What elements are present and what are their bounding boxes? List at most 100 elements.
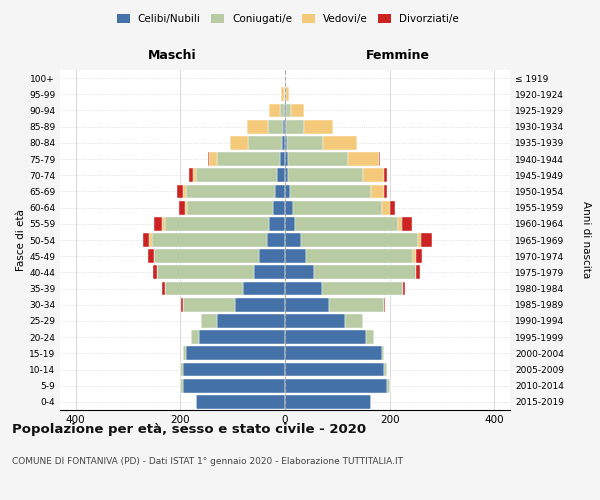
Bar	[181, 298, 183, 312]
Bar	[164, 282, 243, 296]
Bar	[283, 120, 285, 134]
Bar	[314, 266, 416, 280]
Bar	[181, 362, 183, 376]
Bar	[285, 314, 345, 328]
Bar	[416, 266, 420, 280]
Bar	[304, 120, 333, 134]
Bar	[187, 200, 274, 214]
Bar	[217, 152, 280, 166]
Bar	[285, 88, 286, 101]
Bar	[290, 184, 371, 198]
Bar	[285, 104, 286, 118]
Bar	[401, 217, 412, 230]
Bar	[183, 362, 285, 376]
Bar	[176, 184, 183, 198]
Bar	[285, 184, 290, 198]
Bar	[154, 250, 259, 263]
Bar	[285, 200, 293, 214]
Bar	[268, 120, 283, 134]
Bar	[379, 152, 380, 166]
Bar	[323, 136, 357, 149]
Bar	[281, 88, 284, 101]
Y-axis label: Fasce di età: Fasce di età	[16, 209, 26, 271]
Y-axis label: Anni di nascita: Anni di nascita	[581, 202, 591, 278]
Bar	[287, 168, 364, 182]
Bar	[285, 152, 287, 166]
Bar	[285, 395, 371, 409]
Bar	[285, 362, 385, 376]
Bar	[385, 362, 387, 376]
Bar	[382, 346, 385, 360]
Bar	[287, 152, 348, 166]
Bar	[183, 379, 285, 392]
Bar	[285, 266, 314, 280]
Bar	[266, 233, 285, 247]
Bar	[283, 136, 285, 149]
Bar	[322, 282, 403, 296]
Bar	[385, 184, 387, 198]
Bar	[277, 168, 285, 182]
Bar	[416, 250, 422, 263]
Bar	[275, 184, 285, 198]
Bar	[285, 346, 382, 360]
Bar	[285, 298, 329, 312]
Bar	[183, 184, 185, 198]
Bar	[183, 298, 235, 312]
Bar	[191, 330, 199, 344]
Bar	[199, 330, 285, 344]
Bar	[157, 266, 254, 280]
Bar	[284, 88, 285, 101]
Bar	[418, 233, 421, 247]
Bar	[371, 184, 385, 198]
Bar	[295, 217, 398, 230]
Bar	[285, 233, 301, 247]
Bar	[196, 168, 277, 182]
Bar	[403, 282, 406, 296]
Bar	[385, 168, 387, 182]
Bar	[201, 314, 217, 328]
Bar	[162, 217, 164, 230]
Bar	[269, 104, 280, 118]
Bar	[398, 217, 401, 230]
Bar	[189, 168, 193, 182]
Bar	[285, 168, 287, 182]
Bar	[152, 233, 266, 247]
Bar	[143, 233, 149, 247]
Bar	[235, 298, 285, 312]
Bar	[301, 233, 418, 247]
Bar	[285, 120, 286, 134]
Bar	[286, 120, 304, 134]
Bar	[387, 379, 389, 392]
Bar	[287, 136, 323, 149]
Bar	[306, 250, 413, 263]
Bar	[185, 184, 275, 198]
Legend: Celibi/Nubili, Coniugati/e, Vedovi/e, Divorziati/e: Celibi/Nubili, Coniugati/e, Vedovi/e, Di…	[113, 10, 463, 29]
Bar	[149, 233, 152, 247]
Bar	[179, 200, 185, 214]
Bar	[148, 250, 154, 263]
Bar	[193, 168, 196, 182]
Bar	[285, 136, 287, 149]
Bar	[285, 250, 306, 263]
Text: Popolazione per età, sesso e stato civile - 2020: Popolazione per età, sesso e stato civil…	[12, 422, 366, 436]
Bar	[247, 120, 268, 134]
Bar	[185, 346, 285, 360]
Bar	[293, 200, 382, 214]
Bar	[259, 250, 285, 263]
Bar	[345, 314, 364, 328]
Bar	[366, 330, 374, 344]
Bar	[230, 136, 248, 149]
Bar	[154, 217, 162, 230]
Bar	[162, 282, 164, 296]
Text: Femmine: Femmine	[365, 49, 430, 62]
Bar	[208, 152, 209, 166]
Bar	[348, 152, 379, 166]
Bar	[209, 152, 217, 166]
Bar	[269, 217, 285, 230]
Bar	[413, 250, 416, 263]
Bar	[152, 266, 157, 280]
Bar	[254, 266, 285, 280]
Text: Maschi: Maschi	[148, 49, 197, 62]
Bar	[284, 104, 285, 118]
Bar	[274, 200, 285, 214]
